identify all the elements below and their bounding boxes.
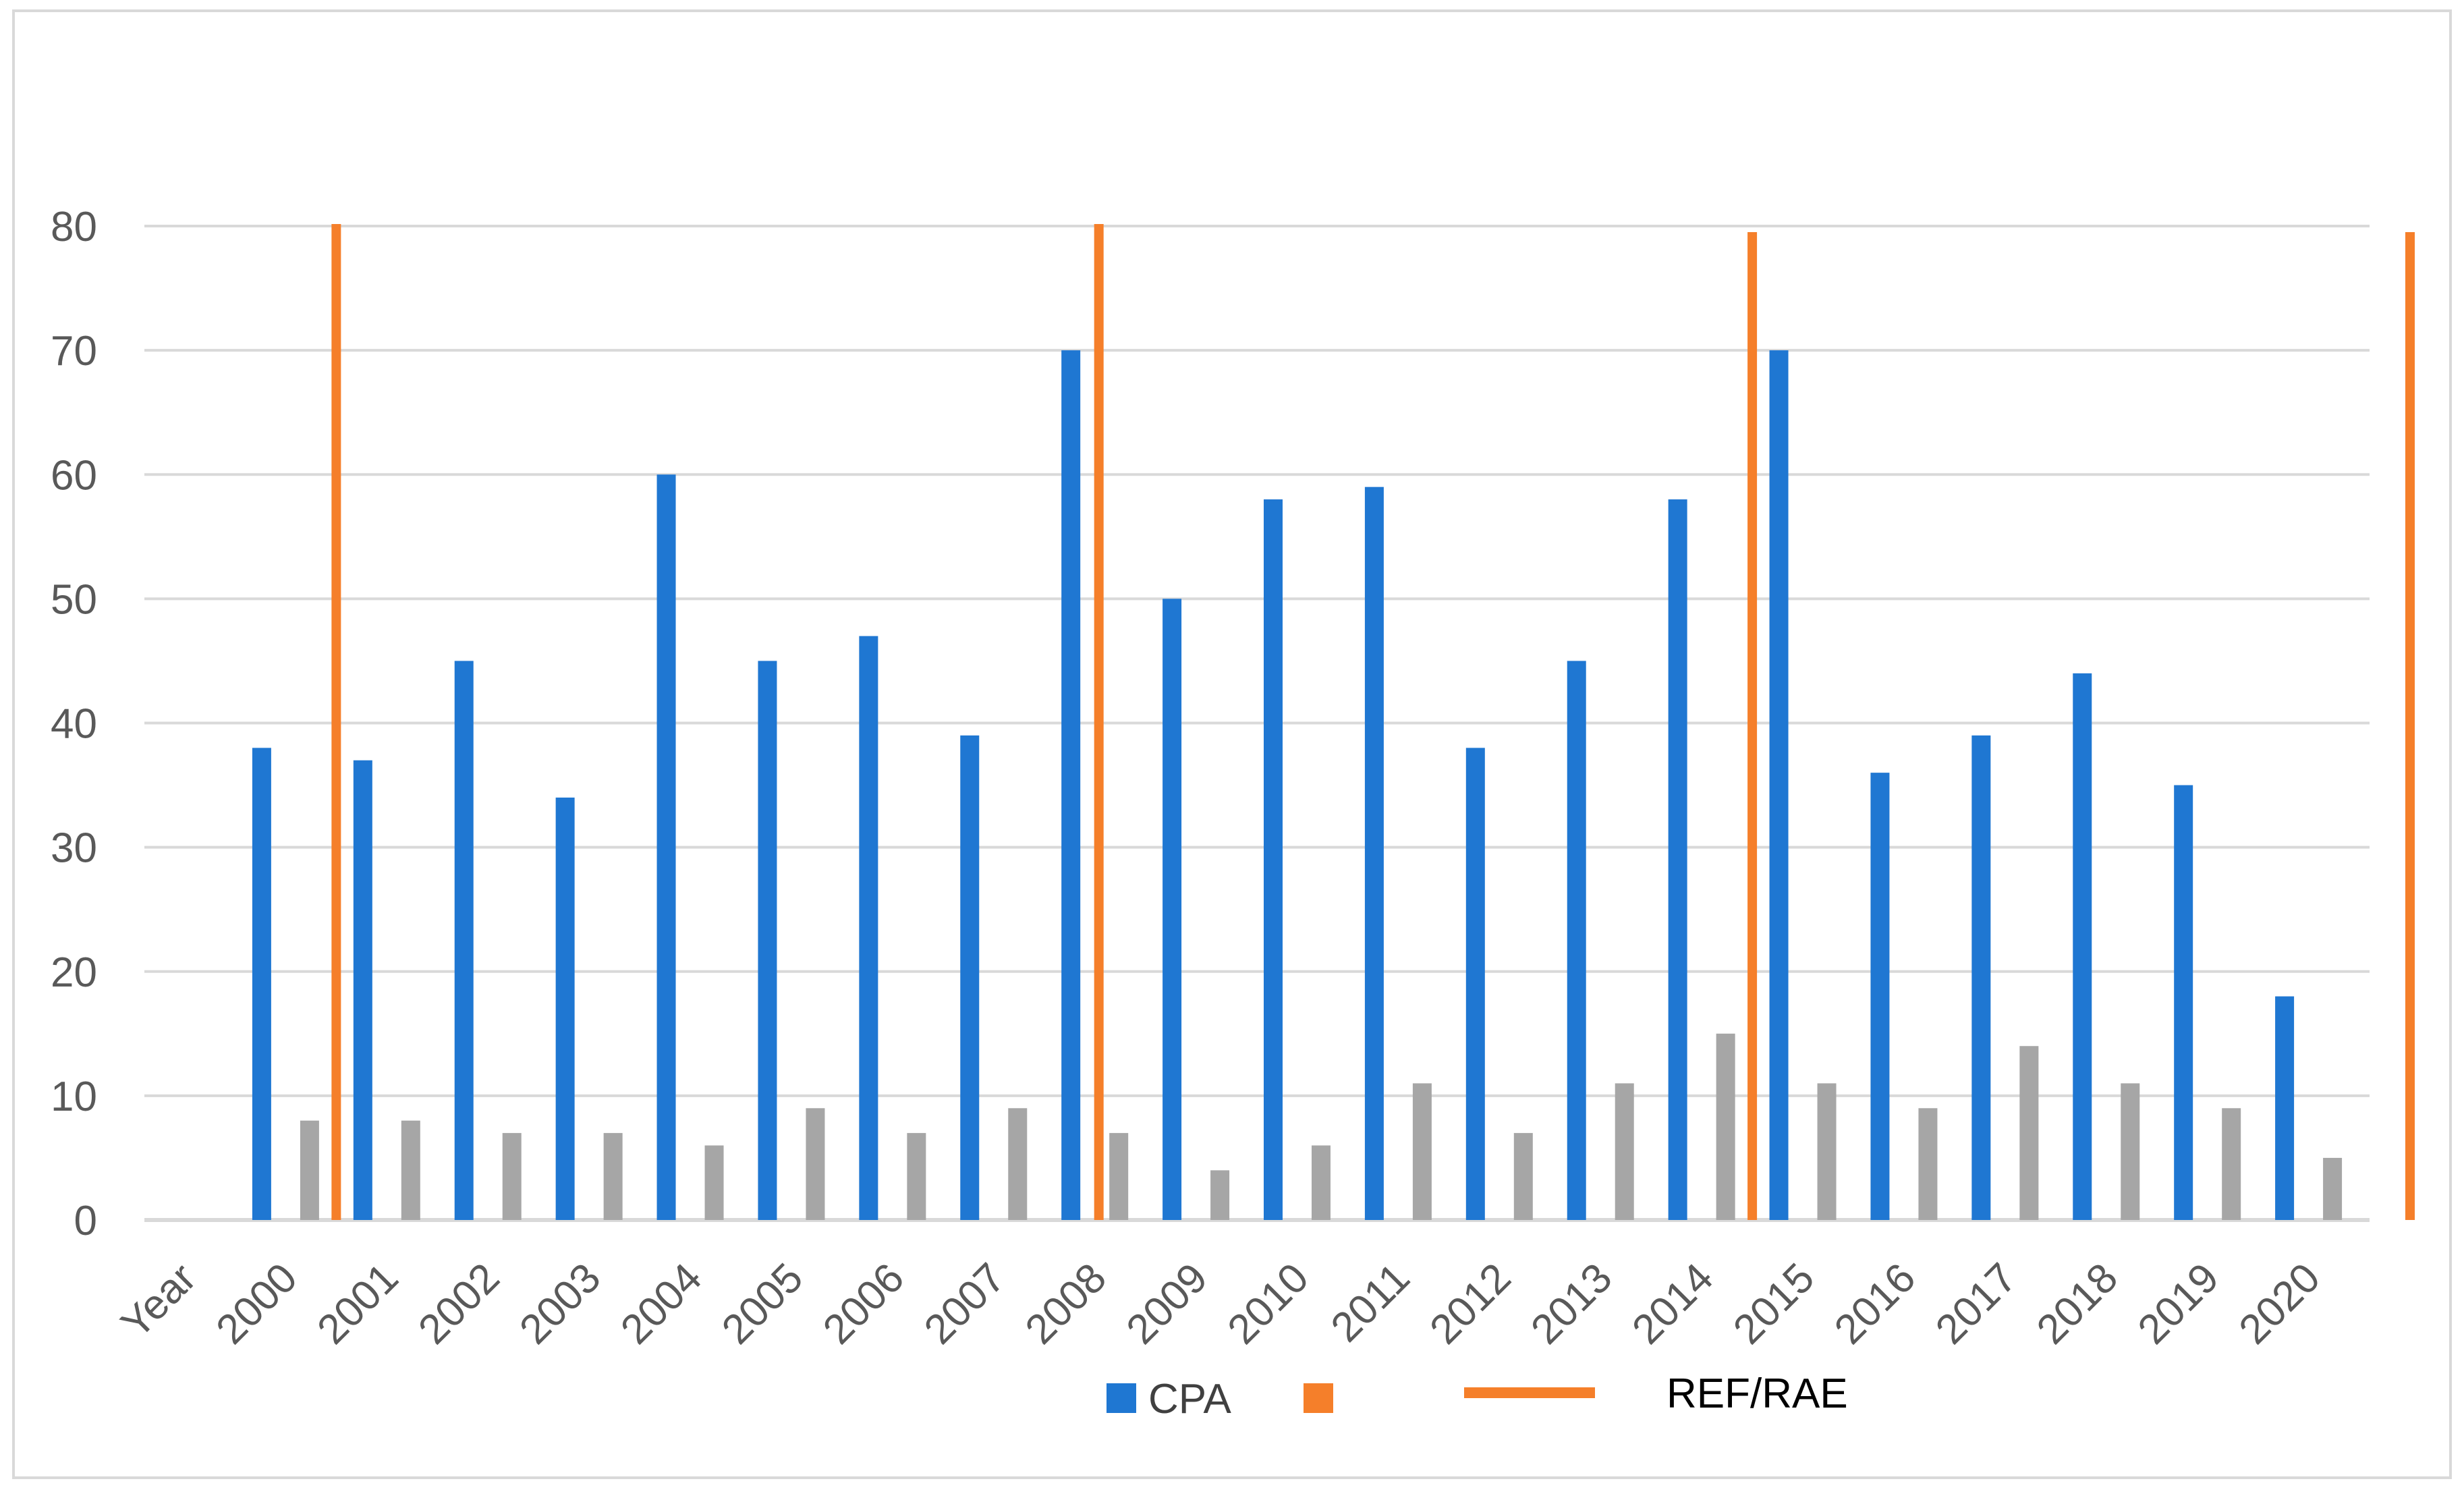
y-tick-label: 70 bbox=[51, 328, 97, 374]
x-tick-label: 2014 bbox=[1623, 1254, 1722, 1353]
x-tick-label: 2011 bbox=[1322, 1254, 1419, 1351]
y-tick-label: 10 bbox=[51, 1074, 97, 1120]
bar-cpa bbox=[2174, 785, 2193, 1220]
chart-frame: 0 10 20 30 40 50 60 70 80 Year 2000 2001 2002 2003 200… bbox=[12, 9, 2452, 1479]
x-tick-label: 2006 bbox=[814, 1254, 913, 1353]
y-tick-label: 50 bbox=[51, 576, 97, 623]
bar-secondary bbox=[2121, 1083, 2140, 1220]
bar-secondary bbox=[603, 1133, 623, 1220]
bar-cpa bbox=[1567, 661, 1586, 1220]
x-tick-label: 2005 bbox=[713, 1254, 812, 1353]
bar-secondary bbox=[1210, 1170, 1230, 1220]
x-tick-label: 2004 bbox=[612, 1254, 710, 1353]
bar-secondary bbox=[1008, 1108, 1028, 1220]
bar-cpa bbox=[859, 636, 878, 1220]
bar-cpa bbox=[1061, 350, 1081, 1220]
bar-cpa bbox=[2275, 996, 2295, 1220]
bar-secondary bbox=[300, 1120, 319, 1220]
bar-cpa bbox=[1264, 499, 1283, 1221]
x-tick-label: 2020 bbox=[2231, 1254, 2329, 1353]
x-tick-label: 2000 bbox=[207, 1254, 306, 1353]
bar-secondary bbox=[1412, 1083, 1432, 1220]
bar-cpa bbox=[758, 661, 777, 1220]
bar-cpa bbox=[1870, 773, 1890, 1220]
bar-secondary bbox=[401, 1120, 420, 1220]
bar-cpa bbox=[1465, 748, 1485, 1220]
x-tick-label: 2019 bbox=[2129, 1254, 2228, 1353]
bar-secondary bbox=[1109, 1133, 1129, 1220]
bar-cpa bbox=[555, 797, 575, 1220]
bar-secondary bbox=[1312, 1145, 1331, 1220]
x-tick-label: 2010 bbox=[1219, 1254, 1318, 1353]
legend-label-cpa: CPA bbox=[1148, 1376, 1232, 1422]
bar-secondary bbox=[1615, 1083, 1634, 1220]
bar-cpa bbox=[1364, 487, 1384, 1220]
bar-secondary bbox=[907, 1133, 926, 1220]
legend-label-ref-rae: REF/RAE bbox=[1667, 1370, 1848, 1417]
bar-secondary bbox=[1513, 1133, 1533, 1220]
bar-cpa bbox=[1163, 599, 1182, 1220]
bar-secondary bbox=[806, 1108, 825, 1220]
x-tick-label: 2018 bbox=[2028, 1254, 2127, 1353]
bar-secondary bbox=[1817, 1083, 1837, 1220]
bar-cpa bbox=[252, 748, 271, 1220]
bar-cpa bbox=[1971, 735, 1991, 1220]
bar-cpa bbox=[353, 760, 372, 1220]
x-tick-label: 2017 bbox=[1927, 1254, 2025, 1353]
bar-secondary bbox=[2222, 1108, 2241, 1220]
bar-cpa bbox=[656, 474, 676, 1220]
bar-cpa bbox=[1668, 499, 1687, 1221]
bar-cpa bbox=[454, 661, 474, 1220]
bar-secondary bbox=[2323, 1157, 2343, 1220]
x-tick-label: 2008 bbox=[1017, 1254, 1115, 1353]
y-tick-label: 30 bbox=[51, 825, 97, 872]
bar-secondary bbox=[1716, 1033, 1735, 1220]
y-tick-label: 60 bbox=[51, 452, 97, 499]
x-tick-label: 2003 bbox=[511, 1254, 609, 1353]
x-tick-label: 2007 bbox=[916, 1254, 1014, 1353]
x-tick-label: Year bbox=[113, 1254, 205, 1347]
y-tick-label: 20 bbox=[51, 949, 97, 996]
bar-secondary bbox=[2019, 1046, 2039, 1220]
legend-swatch-cpa bbox=[1107, 1383, 1136, 1413]
x-tick-label: 2015 bbox=[1725, 1254, 1823, 1353]
bar-cpa bbox=[960, 735, 980, 1220]
y-tick-label: 0 bbox=[74, 1198, 97, 1244]
bar-cpa bbox=[1769, 350, 1789, 1220]
y-tick-label: 40 bbox=[51, 701, 97, 748]
legend-swatch-orange bbox=[1304, 1383, 1333, 1413]
y-tick-label: 80 bbox=[51, 204, 97, 250]
x-tick-label: 2001 bbox=[308, 1254, 407, 1353]
bar-cpa bbox=[2073, 673, 2092, 1220]
x-tick-label: 2012 bbox=[1421, 1254, 1519, 1353]
bar-secondary bbox=[704, 1145, 724, 1220]
x-tick-label: 2002 bbox=[410, 1254, 508, 1353]
x-tick-label: 2013 bbox=[1522, 1254, 1621, 1353]
x-tick-label: 2009 bbox=[1118, 1254, 1216, 1353]
bar-secondary bbox=[1918, 1108, 1938, 1220]
x-tick-label: 2016 bbox=[1826, 1254, 1924, 1353]
bar-secondary bbox=[502, 1133, 522, 1220]
